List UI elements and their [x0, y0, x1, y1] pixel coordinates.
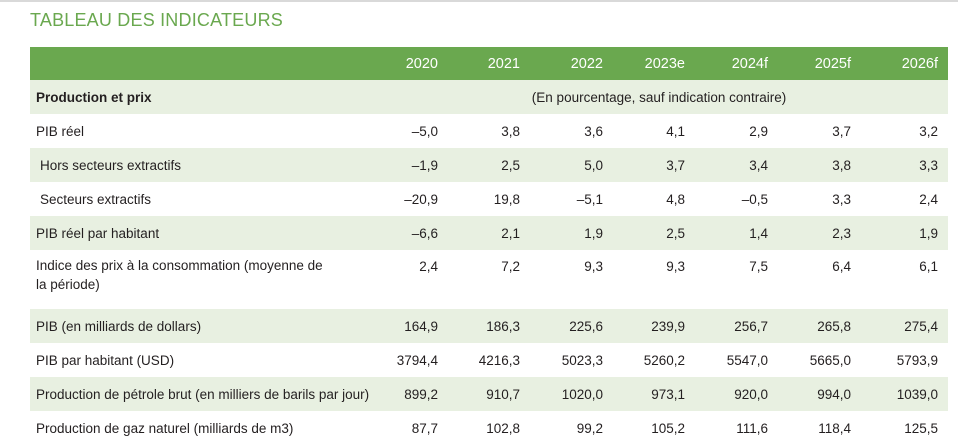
value-cell: –0,5: [741, 191, 768, 207]
value-cell: 3,3: [832, 191, 851, 207]
value-cell: 4216,3: [478, 352, 520, 368]
value-cell: 910,7: [448, 377, 530, 411]
value-cell: 3,4: [695, 148, 778, 182]
table-row: Indice des prix à la consommation (moyen…: [30, 250, 948, 309]
value-cell: –20,9: [404, 191, 438, 207]
value-cell: 5,0: [530, 148, 613, 182]
top-rule: [0, 0, 958, 2]
value-cell: 99,2: [576, 420, 603, 436]
value-cell: 2,5: [448, 148, 530, 182]
value-cell: –5,0: [411, 123, 438, 139]
indicators-table: 2020 2021 2022 2023e 2024f 2025f 2026f P…: [30, 47, 948, 445]
value-cell: 1020,0: [530, 377, 613, 411]
value-cell: 2,1: [448, 216, 530, 250]
table-row: Hors secteurs extractifs –1,9 2,5 5,0 3,…: [30, 148, 948, 182]
value-cell: 3,7: [613, 148, 695, 182]
value-cell: 102,8: [486, 420, 520, 436]
value-cell: 5260,2: [643, 352, 685, 368]
value-cell: 2,5: [613, 216, 695, 250]
value-cell: 1039,0: [861, 377, 948, 411]
year-header: 2023e: [613, 47, 695, 80]
value-cell: 111,6: [736, 420, 768, 436]
value-cell: 105,2: [651, 420, 685, 436]
value-cell: 239,9: [613, 309, 695, 343]
year-header: 2022: [530, 47, 613, 80]
value-cell: 9,3: [584, 259, 603, 274]
value-cell: 3,6: [584, 123, 603, 139]
table-row: PIB réel –5,0 3,8 3,6 4,1 2,9 3,7 3,2: [30, 114, 948, 148]
row-label: Hors secteurs extractifs: [30, 148, 370, 182]
value-cell: 186,3: [448, 309, 530, 343]
value-cell: 7,5: [749, 259, 768, 274]
table-row: Production de gaz naturel (milliards de …: [30, 411, 948, 445]
value-cell: 2,4: [919, 191, 938, 207]
table-row: PIB (en milliards de dollars) 164,9 186,…: [30, 309, 948, 343]
value-cell: 2,9: [749, 123, 768, 139]
header-label-cell: [30, 47, 370, 80]
value-cell: –5,1: [576, 191, 603, 207]
value-cell: 164,9: [370, 309, 448, 343]
year-header: 2020: [370, 47, 448, 80]
value-cell: 7,2: [501, 259, 520, 274]
value-cell: 973,1: [613, 377, 695, 411]
year-header: 2026f: [861, 47, 948, 80]
value-cell: –6,6: [370, 216, 448, 250]
value-cell: 3,8: [778, 148, 861, 182]
header-row: 2020 2021 2022 2023e 2024f 2025f 2026f: [30, 47, 948, 80]
value-cell: 5665,0: [809, 352, 851, 368]
row-label: PIB réel: [36, 123, 85, 139]
value-cell: 5023,3: [561, 352, 603, 368]
table-row: PIB par habitant (USD) 3794,4 4216,3 502…: [30, 343, 948, 377]
section-note: (En pourcentage, sauf indication contrai…: [370, 80, 948, 114]
value-cell: 4,1: [666, 123, 685, 139]
value-cell: 87,7: [411, 420, 438, 436]
value-cell: 3,3: [861, 148, 948, 182]
value-cell: –1,9: [370, 148, 448, 182]
value-cell: 1,4: [695, 216, 778, 250]
value-cell: 994,0: [778, 377, 861, 411]
value-cell: 920,0: [695, 377, 778, 411]
value-cell: 899,2: [370, 377, 448, 411]
table-row: Production de pétrole brut (en milliers …: [30, 377, 948, 411]
year-header: 2024f: [695, 47, 778, 80]
value-cell: 3794,4: [396, 352, 438, 368]
row-label: PIB réel par habitant: [30, 216, 370, 250]
value-cell: 19,8: [493, 191, 520, 207]
year-header: 2025f: [778, 47, 861, 80]
section-label: Production et prix: [30, 80, 370, 114]
row-label: PIB (en milliards de dollars): [30, 309, 370, 343]
value-cell: 265,8: [778, 309, 861, 343]
row-label: Indice des prix à la consommation (moyen…: [36, 258, 323, 292]
value-cell: 256,7: [695, 309, 778, 343]
row-label: Production de gaz naturel (milliards de …: [36, 420, 294, 436]
value-cell: 2,3: [778, 216, 861, 250]
value-cell: 225,6: [530, 309, 613, 343]
table-row: PIB réel par habitant –6,6 2,1 1,9 2,5 1…: [30, 216, 948, 250]
value-cell: 5547,0: [726, 352, 768, 368]
value-cell: 1,9: [530, 216, 613, 250]
page-title: TABLEAU DES INDICATEURS: [30, 10, 283, 30]
value-cell: 5793,9: [896, 352, 938, 368]
row-label: Production de pétrole brut (en milliers …: [30, 377, 370, 411]
row-label: PIB par habitant (USD): [36, 352, 175, 368]
value-cell: 4,8: [666, 191, 685, 207]
value-cell: 3,8: [501, 123, 520, 139]
value-cell: 6,4: [832, 259, 851, 274]
value-cell: 9,3: [666, 259, 685, 274]
value-cell: 3,7: [832, 123, 851, 139]
year-header: 2021: [448, 47, 530, 80]
value-cell: 275,4: [861, 309, 948, 343]
value-cell: 3,2: [919, 123, 938, 139]
table-row: Secteurs extractifs –20,9 19,8 –5,1 4,8 …: [30, 182, 948, 216]
value-cell: 118,4: [818, 420, 851, 436]
value-cell: 125,5: [904, 420, 938, 436]
value-cell: 6,1: [919, 259, 938, 274]
value-cell: 1,9: [861, 216, 948, 250]
section-row: Production et prix (En pourcentage, sauf…: [30, 80, 948, 114]
value-cell: 2,4: [419, 259, 438, 274]
row-label: Secteurs extractifs: [40, 191, 152, 207]
